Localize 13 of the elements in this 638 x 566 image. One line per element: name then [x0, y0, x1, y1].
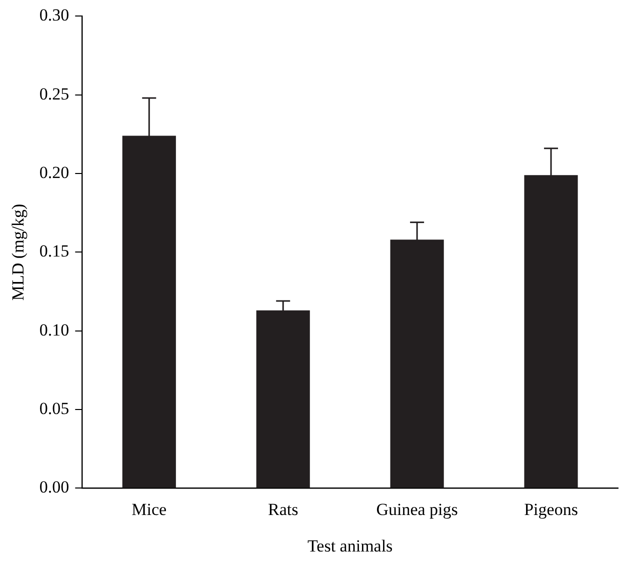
y-axis-title: MLD (mg/kg) [8, 204, 28, 301]
y-tick-label: 0.30 [39, 6, 70, 25]
x-tick-label: Mice [132, 500, 167, 519]
y-tick-label: 0.10 [39, 320, 70, 340]
x-tick-label: Rats [268, 500, 298, 519]
y-tick-label: 0.15 [39, 242, 70, 261]
x-tick-label: Pigeons [524, 500, 578, 519]
x-axis-title: Test animals [307, 536, 393, 556]
y-tick-label: 0.20 [39, 163, 70, 182]
x-tick-label: Guinea pigs [376, 500, 458, 519]
y-tick-label: 0.05 [39, 399, 70, 418]
y-tick-label: 0.00 [39, 478, 70, 497]
y-tick-label: 0.25 [39, 84, 70, 104]
